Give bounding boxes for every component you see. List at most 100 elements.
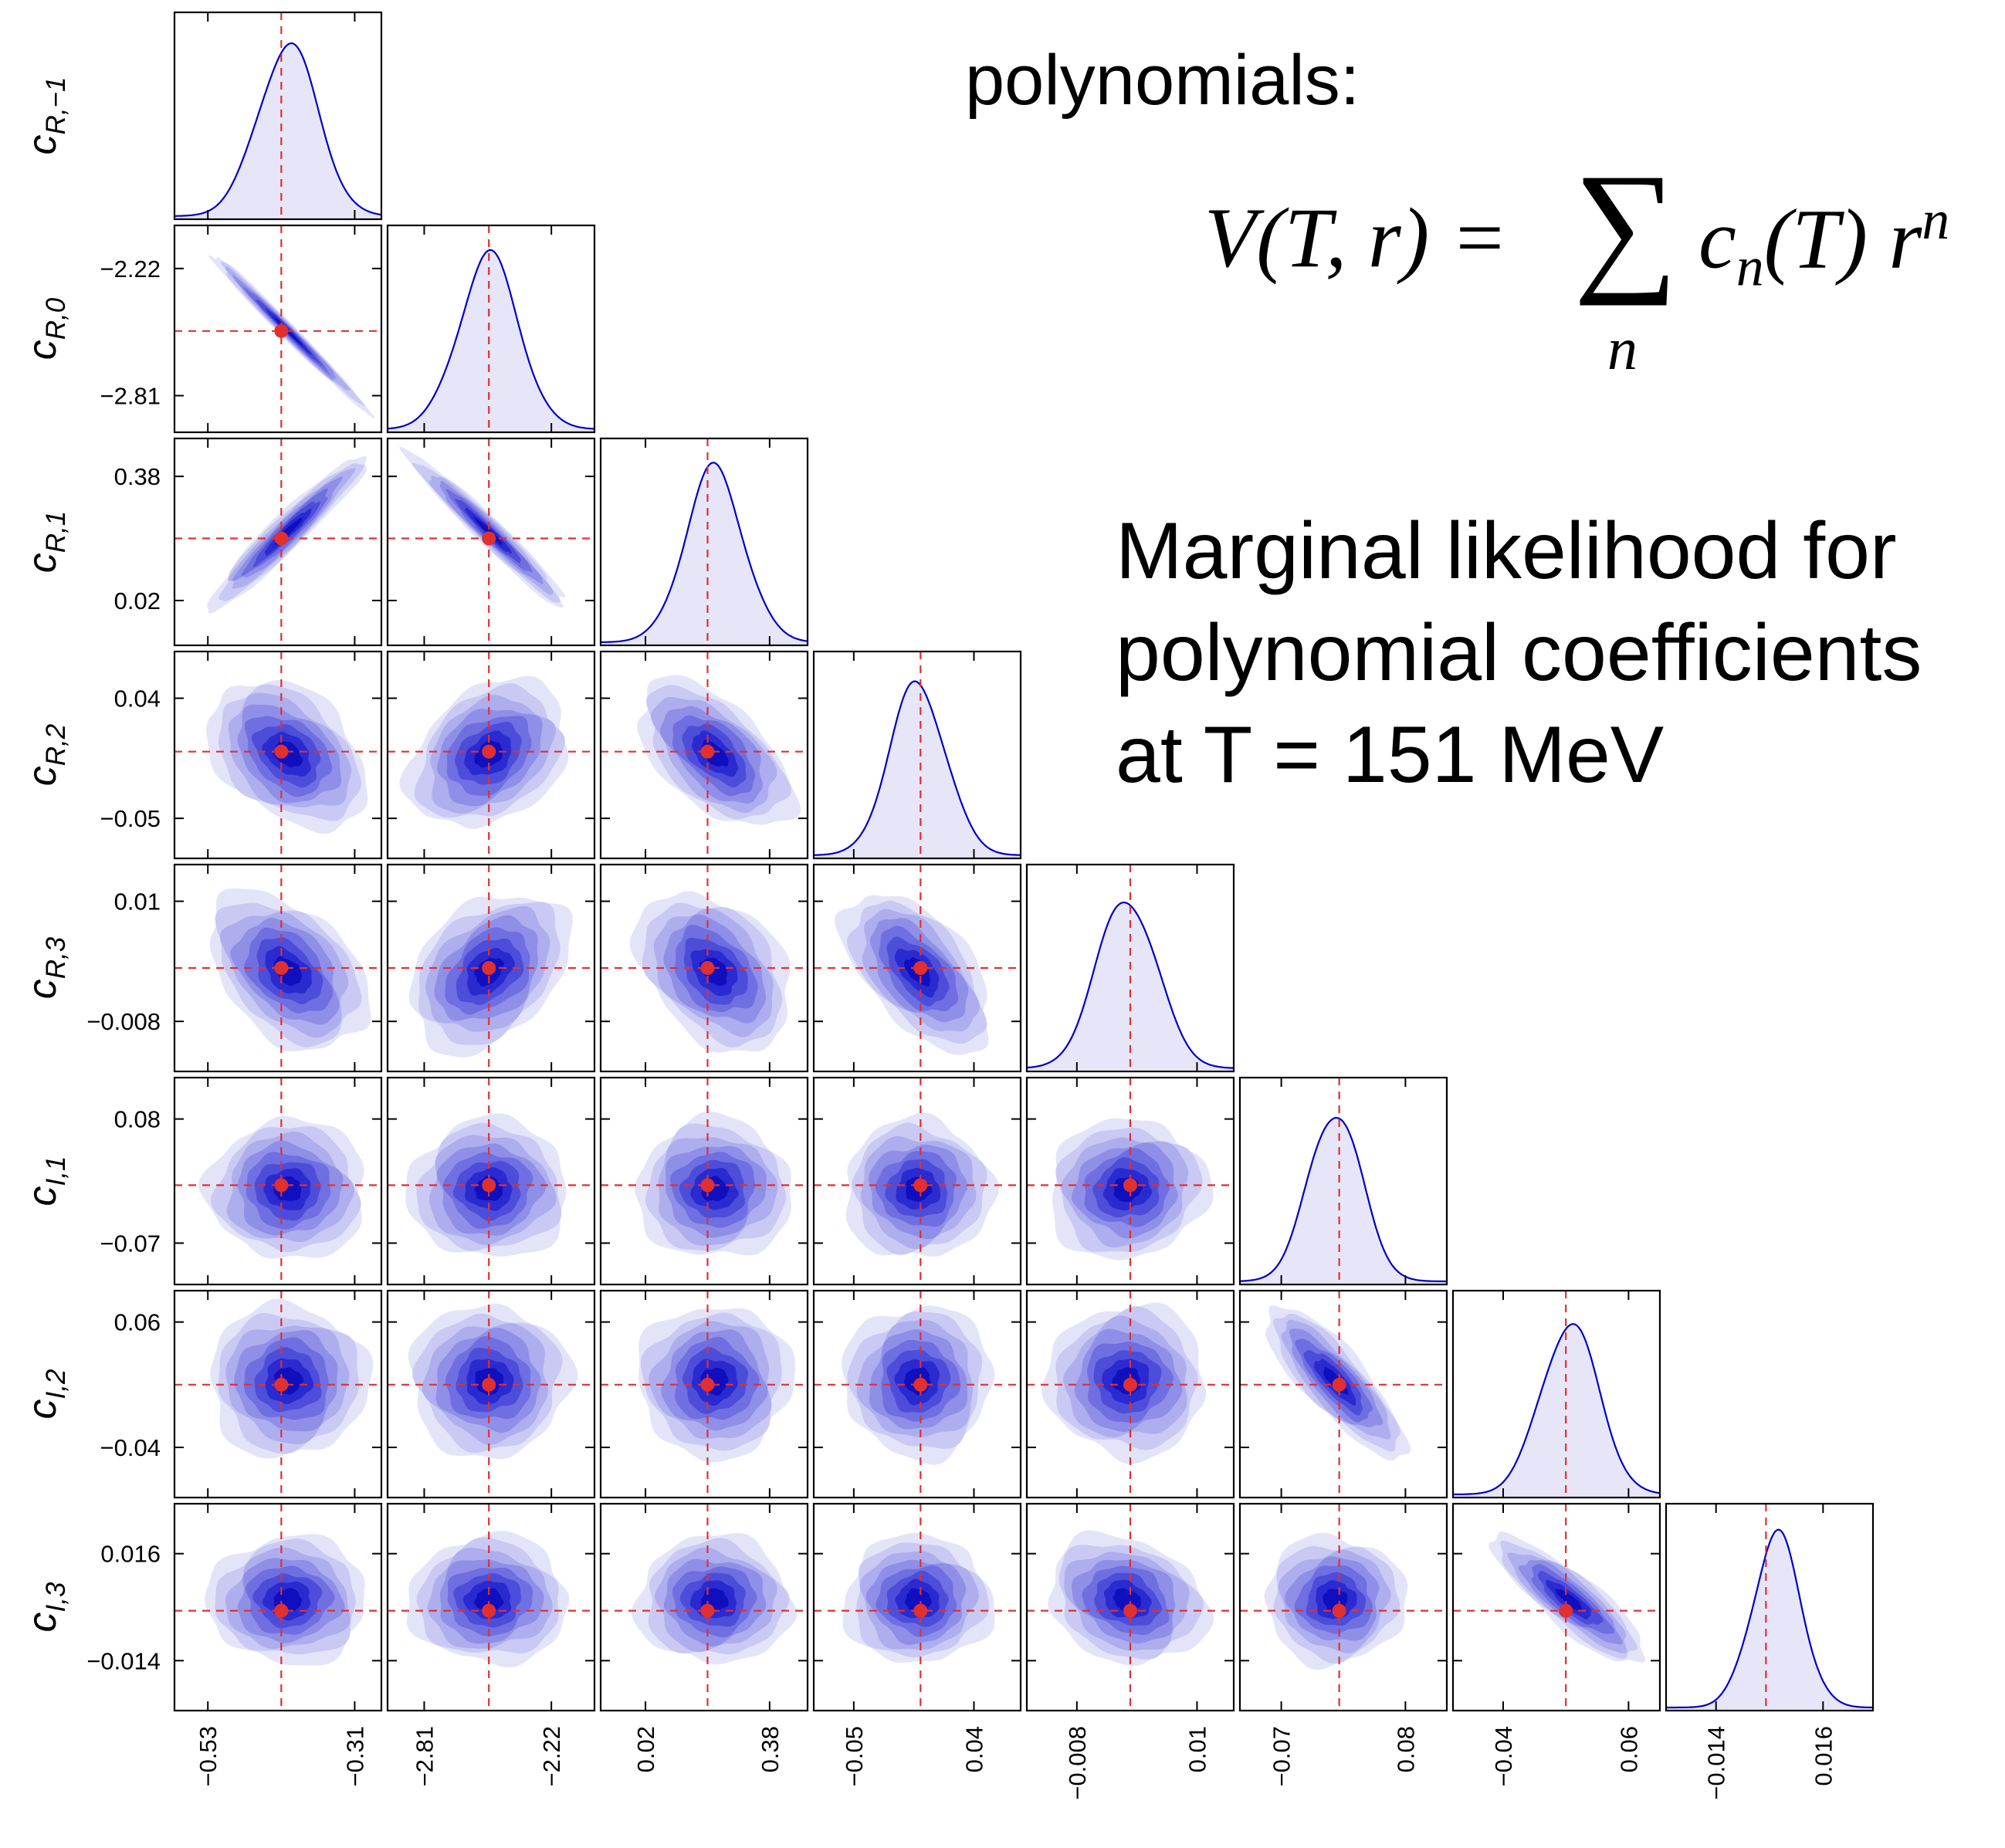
panel-content-6-2: [601, 1291, 808, 1498]
truth-point-6-2: [700, 1377, 715, 1392]
panel-frame-6-5: [1238, 1289, 1448, 1499]
panel-1-1: [386, 224, 596, 434]
panel-frame-6-4: [1025, 1289, 1235, 1499]
truth-point-4-1: [482, 961, 496, 975]
panel-2-2: [599, 437, 809, 647]
panel-content-2-0: [174, 438, 381, 645]
potential-formula: V(T, r) = ∑ n cn(T) rn: [1204, 152, 1976, 390]
panel-content-4-1: [388, 865, 594, 1071]
panel-content-6-5: [1240, 1291, 1447, 1498]
panel-4-1: [386, 863, 596, 1073]
panel-content-2-2: [601, 438, 808, 645]
xtick-label-5-1: 0.08: [1392, 1726, 1419, 1772]
truth-point-5-2: [700, 1178, 715, 1193]
ytick-label-6-0: −0.04: [100, 1434, 161, 1461]
panel-frame-2-0: [173, 437, 383, 647]
panel-frame-4-3: [812, 863, 1022, 1073]
panel-frame-3-0: [173, 650, 383, 860]
truth-point-6-3: [913, 1377, 928, 1392]
formula-exponent: n: [1922, 190, 1950, 251]
ytick-label-2-0: 0.02: [114, 587, 161, 614]
ytick-label-5-0: −0.07: [100, 1230, 161, 1257]
panel-frame-3-3: [812, 650, 1022, 860]
truth-point-3-1: [482, 744, 496, 759]
truth-point-6-4: [1123, 1377, 1137, 1392]
truth-point-5-3: [913, 1178, 928, 1193]
panel-frame-6-2: [599, 1289, 809, 1499]
xtick-label-6-0: −0.04: [1490, 1726, 1517, 1786]
panel-content-3-3: [814, 652, 1021, 858]
panel-content-5-0: [174, 1078, 381, 1284]
panel-content-1-0: [174, 225, 381, 432]
panel-content-5-4: [1027, 1078, 1234, 1284]
formula-coefficient-sub: n: [1736, 236, 1764, 298]
marginal-curve-1: [388, 249, 594, 430]
marginal-fill-0: [174, 43, 381, 219]
panel-4-3: [812, 863, 1022, 1073]
panel-content-6-0: [174, 1291, 381, 1498]
yaxis-label-0: cR,−1: [20, 77, 71, 155]
xtick-label-2-1: 0.38: [757, 1726, 784, 1772]
panel-content-7-6: [1453, 1504, 1660, 1711]
truth-point-1-0: [274, 323, 289, 338]
xtick-label-0-1: −0.31: [341, 1726, 368, 1786]
truth-point-2-0: [274, 531, 289, 546]
marginal-fill-1: [388, 249, 594, 432]
panel-frame-7-1: [386, 1502, 596, 1712]
panel-frame-5-4: [1025, 1076, 1235, 1286]
panel-4-0: [173, 863, 383, 1073]
panel-3-2: [599, 650, 809, 860]
ytick-label-1-1: −2.22: [100, 256, 161, 283]
panel-frame-7-3: [812, 1502, 1022, 1712]
panel-3-0: [173, 650, 383, 860]
truth-point-7-6: [1559, 1603, 1573, 1618]
panel-frame-4-0: [173, 863, 383, 1073]
panel-content-4-4: [1027, 865, 1234, 1071]
panel-frame-5-2: [599, 1076, 809, 1286]
panel-frame-4-1: [386, 863, 596, 1073]
truth-point-5-0: [274, 1178, 289, 1193]
yaxis-label-3: cR,2: [20, 724, 71, 786]
panel-frame-0-0: [173, 11, 383, 221]
marginal-curve-0: [174, 42, 381, 217]
panel-6-1: [386, 1289, 596, 1499]
yaxis-label-5: cI,1: [20, 1156, 71, 1207]
ytick-label-4-1: 0.01: [114, 888, 161, 916]
panel-content-5-1: [388, 1078, 594, 1284]
panel-6-6: [1451, 1289, 1661, 1499]
marginal-fill-6: [1453, 1324, 1660, 1498]
panel-2-0: [173, 437, 383, 647]
marginal-fill-3: [814, 681, 1021, 858]
xtick-label-7-1: 0.016: [1810, 1726, 1837, 1786]
panel-frame-6-3: [812, 1289, 1022, 1499]
formula-sum-index: n: [1607, 315, 1638, 382]
truth-point-4-2: [700, 961, 715, 975]
panel-frame-4-2: [599, 863, 809, 1073]
truth-point-5-4: [1123, 1178, 1137, 1193]
panel-frame-7-7: [1665, 1502, 1875, 1712]
truth-point-7-2: [700, 1603, 715, 1618]
marginal-curve-7: [1666, 1528, 1873, 1709]
panel-frame-7-6: [1451, 1502, 1661, 1712]
ytick-label-3-0: −0.05: [100, 805, 161, 832]
panel-content-7-4: [1027, 1504, 1234, 1711]
panel-7-1: [386, 1502, 596, 1712]
formula-lhs: V(T, r) =: [1204, 191, 1509, 285]
xtick-label-5-0: −0.07: [1268, 1726, 1295, 1786]
panel-content-3-2: [601, 652, 808, 858]
panel-content-7-2: [601, 1504, 808, 1711]
formula-coefficient: c: [1698, 191, 1736, 286]
panel-frame-6-6: [1451, 1289, 1661, 1499]
panel-frame-4-4: [1025, 863, 1235, 1073]
description-line-2: polynomial coefficients: [1116, 608, 1922, 698]
panels-layer: −2.81 −2.22 0.02 0.38 −0.05 0.04 −0.008 0.01 −0.…: [20, 11, 1875, 1800]
panel-6-4: [1025, 1289, 1235, 1499]
panel-content-5-3: [814, 1078, 1021, 1284]
panel-frame-7-0: [173, 1502, 383, 1712]
truth-point-7-5: [1332, 1603, 1346, 1618]
panel-frame-5-3: [812, 1076, 1022, 1286]
truth-point-7-4: [1123, 1603, 1137, 1618]
panel-content-5-2: [601, 1078, 808, 1284]
description-line-1: Marginal likelihood for: [1116, 506, 1897, 596]
xtick-label-2-0: 0.02: [632, 1726, 659, 1772]
